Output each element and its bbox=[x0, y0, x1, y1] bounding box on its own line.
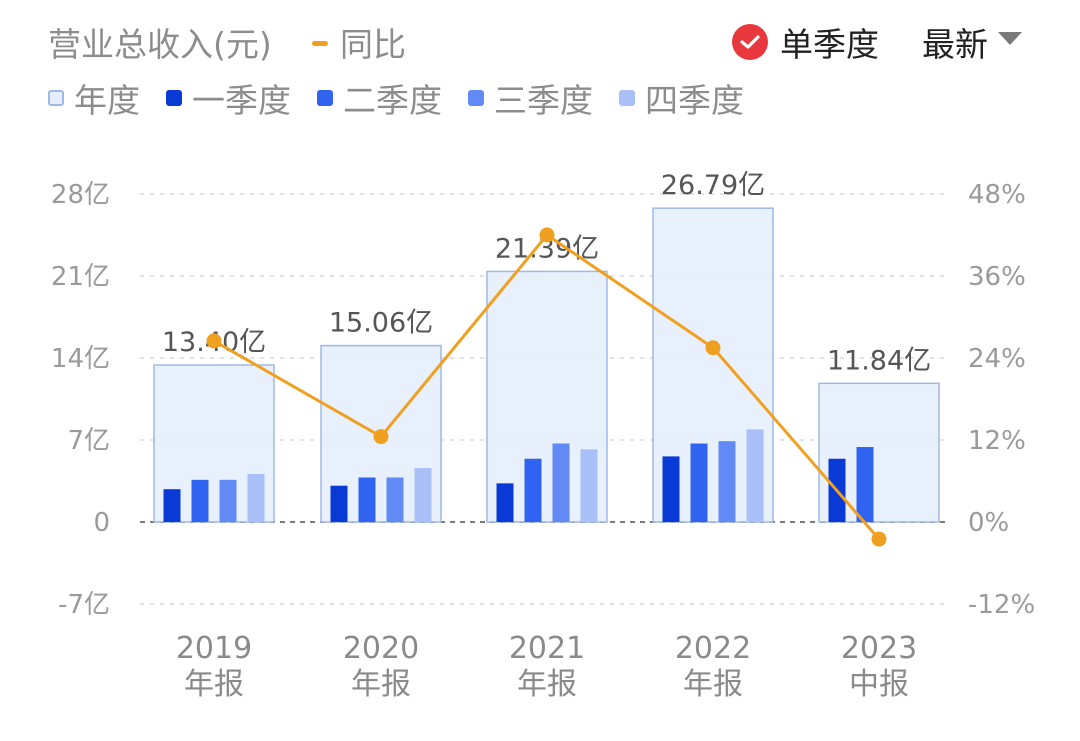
quarter-bar bbox=[856, 447, 874, 522]
category-year-label: 2020 bbox=[343, 631, 419, 666]
category-year-label: 2022 bbox=[675, 631, 751, 666]
quarter-bar bbox=[552, 443, 570, 522]
chevron-down-icon bbox=[998, 31, 1022, 45]
right-tick-label: 12% bbox=[968, 426, 1026, 456]
legend-item-annual[interactable]: 年度 bbox=[48, 74, 140, 122]
right-tick-label: -12% bbox=[968, 590, 1035, 620]
yoy-legend-label: 同比 bbox=[340, 25, 406, 64]
right-tick-label: 0% bbox=[968, 508, 1009, 538]
quarter-bar bbox=[386, 477, 404, 522]
quarter-bar bbox=[580, 449, 598, 522]
yoy-point bbox=[373, 429, 389, 445]
left-tick-label: 7亿 bbox=[67, 426, 110, 456]
quarter-bar bbox=[524, 458, 542, 522]
yoy-point bbox=[206, 333, 222, 349]
annual-value-label: 15.06亿 bbox=[329, 308, 433, 339]
category-period-label: 中报 bbox=[849, 667, 909, 702]
yoy-point bbox=[705, 340, 721, 356]
single-quarter-label: 单季度 bbox=[780, 25, 879, 64]
quarter-bar bbox=[746, 429, 764, 522]
legend-swatch-q1 bbox=[166, 90, 182, 106]
annual-value-label: 11.84亿 bbox=[827, 345, 931, 376]
right-tick-label: 36% bbox=[968, 262, 1026, 292]
legend-swatch-annual bbox=[48, 90, 64, 106]
quarter-bar bbox=[358, 477, 376, 522]
legend-label: 三季度 bbox=[494, 81, 593, 120]
left-tick-label: -7亿 bbox=[58, 590, 110, 620]
legend-label: 一季度 bbox=[192, 81, 291, 120]
legend-swatch-q3 bbox=[468, 90, 484, 106]
legend-label: 二季度 bbox=[343, 81, 442, 120]
left-tick-label: 28亿 bbox=[51, 180, 110, 210]
quarter-bar bbox=[163, 489, 181, 522]
quarter-bar bbox=[690, 443, 708, 522]
yoy-line-icon bbox=[312, 41, 328, 46]
legend-item-q3[interactable]: 三季度 bbox=[468, 74, 593, 122]
quarter-bar bbox=[219, 479, 237, 522]
right-tick-label: 24% bbox=[968, 344, 1026, 374]
legend-item-q1[interactable]: 一季度 bbox=[166, 74, 291, 122]
checkmark-icon bbox=[732, 24, 768, 60]
category-period-label: 年报 bbox=[184, 667, 244, 702]
right-tick-label: 48% bbox=[968, 180, 1026, 210]
latest-dropdown[interactable]: 最新 bbox=[922, 20, 1022, 64]
annual-value-label: 26.79亿 bbox=[661, 170, 765, 201]
left-tick-label: 0 bbox=[93, 508, 110, 538]
category-year-label: 2019 bbox=[176, 631, 252, 666]
legend-label: 年度 bbox=[74, 81, 140, 120]
series-legend: 年度 一季度 二季度 三季度 四季度 bbox=[48, 76, 770, 120]
category-period-label: 年报 bbox=[683, 667, 743, 702]
quarter-bar bbox=[247, 473, 265, 522]
single-quarter-toggle[interactable]: 单季度 bbox=[732, 20, 879, 64]
left-tick-label: 14亿 bbox=[51, 344, 110, 374]
latest-label: 最新 bbox=[922, 25, 988, 64]
yoy-point bbox=[871, 531, 887, 547]
quarter-bar bbox=[330, 485, 348, 522]
quarter-bar bbox=[191, 479, 209, 522]
quarter-bar bbox=[718, 441, 736, 522]
metric-title: 营业总收入(元) bbox=[48, 25, 272, 64]
category-period-label: 年报 bbox=[351, 667, 411, 702]
legend-item-q2[interactable]: 二季度 bbox=[317, 74, 442, 122]
legend-swatch-q2 bbox=[317, 90, 333, 106]
yoy-legend-item: 同比 bbox=[312, 18, 406, 66]
legend-item-q4[interactable]: 四季度 bbox=[619, 74, 744, 122]
header-row: 营业总收入(元) 同比 单季度 最新 bbox=[0, 0, 1080, 80]
quarter-bar bbox=[662, 456, 680, 522]
category-year-label: 2021 bbox=[509, 631, 585, 666]
legend-swatch-q4 bbox=[619, 90, 635, 106]
legend-label: 四季度 bbox=[645, 81, 744, 120]
category-year-label: 2023 bbox=[841, 631, 917, 666]
left-tick-label: 21亿 bbox=[51, 262, 110, 292]
yoy-point bbox=[539, 227, 555, 243]
category-period-label: 年报 bbox=[517, 667, 577, 702]
quarter-bar bbox=[496, 483, 514, 522]
quarter-bar bbox=[414, 468, 432, 522]
